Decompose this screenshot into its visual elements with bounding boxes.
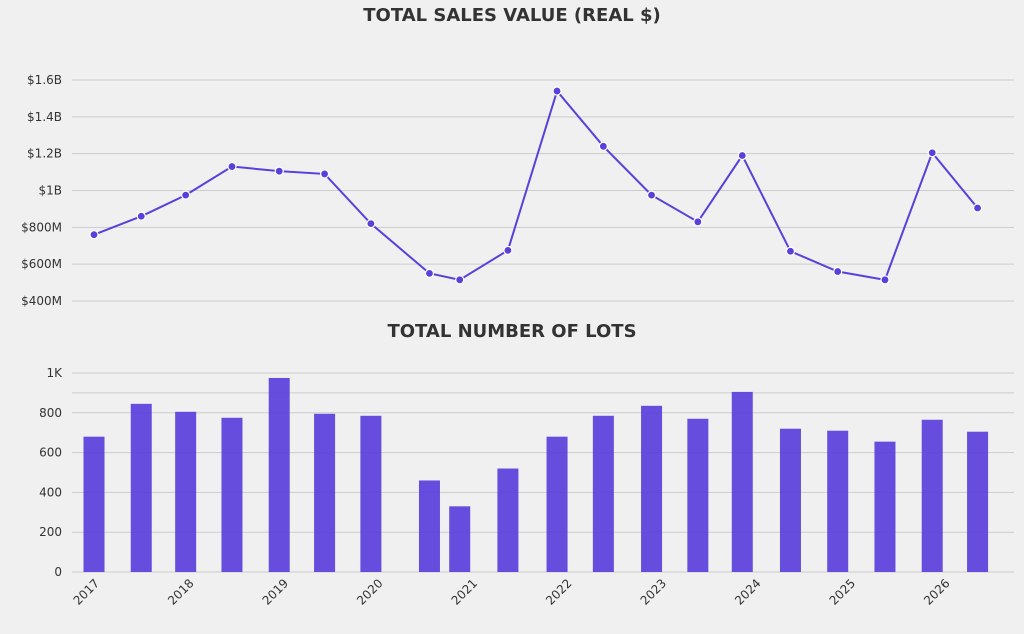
sales-data-point — [274, 166, 284, 176]
sales-data-point — [89, 230, 99, 240]
sales-data-point — [785, 246, 796, 256]
sales-data-point — [598, 141, 608, 151]
lots-x-tick-label: 2023 — [638, 576, 669, 607]
lots-bar — [687, 418, 709, 572]
sales-data-point — [552, 86, 562, 96]
sales-data-point — [880, 275, 890, 285]
lots-bar — [921, 419, 943, 572]
lots-y-tick-label: 400 — [39, 485, 62, 499]
lots-bar — [314, 413, 336, 572]
lots-bar — [967, 431, 989, 572]
lots-chart-title: TOTAL NUMBER OF LOTS — [387, 321, 636, 342]
lots-bar — [497, 468, 519, 572]
sales-chart-grid — [72, 79, 1014, 302]
lots-x-tick-label: 2024 — [732, 576, 763, 607]
lots-x-tick-label: 2022 — [543, 576, 574, 607]
lots-x-tick-label: 2025 — [827, 576, 858, 607]
lots-bar — [83, 436, 105, 572]
sales-data-point — [972, 203, 983, 213]
lots-x-tick-label: 2019 — [260, 576, 291, 607]
sales-data-point — [319, 169, 330, 179]
lots-chart-y-axis: 0 200 400 600 800 1K — [39, 366, 63, 579]
sales-data-point — [646, 190, 657, 200]
sales-y-tick-label: $1.2B — [27, 147, 62, 161]
lots-y-tick-label: 800 — [39, 406, 62, 420]
lots-x-tick-label: 2018 — [165, 576, 196, 607]
sales-data-point — [503, 245, 513, 255]
lots-series-bars — [83, 377, 989, 572]
lots-bar — [731, 391, 753, 572]
lots-bar — [130, 403, 152, 572]
sales-data-point — [455, 275, 465, 285]
lots-x-tick-label: 2017 — [71, 576, 102, 607]
sales-data-point — [833, 266, 843, 277]
lots-bar — [546, 436, 568, 572]
lots-x-tick-label: 2021 — [449, 576, 480, 607]
sales-series-points — [89, 86, 983, 285]
lots-bar — [268, 377, 290, 572]
sales-data-point — [424, 268, 435, 278]
sales-y-tick-label: $1.6B — [27, 73, 62, 87]
lots-bar — [418, 480, 440, 572]
sales-data-point — [227, 161, 237, 172]
sales-chart-y-axis: $400M $600M $800M $1B $1.2B $1.4B $1.6B — [21, 73, 62, 308]
lots-bar — [641, 405, 663, 572]
lots-y-tick-label: 200 — [39, 525, 62, 539]
sales-data-point — [136, 211, 146, 221]
sales-y-tick-label: $1B — [38, 184, 62, 198]
sales-data-point — [737, 150, 747, 161]
lots-bar — [221, 417, 243, 572]
lots-bar — [827, 430, 849, 572]
lots-chart-grid — [72, 372, 1014, 573]
lots-bar — [874, 441, 896, 572]
lots-y-tick-label: 600 — [39, 446, 62, 460]
lots-bar — [175, 411, 197, 572]
sales-data-point — [693, 217, 703, 227]
lots-chart-x-axis: 2017 2018 2019 2020 2021 2022 2023 2024 2025 2026 — [71, 576, 953, 607]
lots-y-tick-label: 0 — [54, 565, 62, 579]
sales-data-point — [366, 219, 376, 229]
lots-bar — [360, 415, 382, 572]
lots-y-tick-label: 1K — [46, 366, 63, 380]
sales-data-point — [181, 190, 191, 200]
sales-y-tick-label: $800M — [21, 220, 62, 234]
lots-bar — [779, 428, 801, 572]
lots-x-tick-label: 2020 — [354, 576, 385, 607]
lots-x-tick-label: 2026 — [921, 576, 952, 607]
sales-y-tick-label: $600M — [21, 257, 62, 271]
sales-y-tick-label: $400M — [21, 294, 62, 308]
sales-series-line — [93, 88, 979, 281]
sales-data-point — [927, 148, 937, 158]
lots-bar — [592, 415, 614, 572]
sales-y-tick-label: $1.4B — [27, 110, 62, 124]
lots-bar — [449, 506, 471, 572]
sales-chart-title: TOTAL SALES VALUE (REAL $) — [363, 5, 660, 26]
